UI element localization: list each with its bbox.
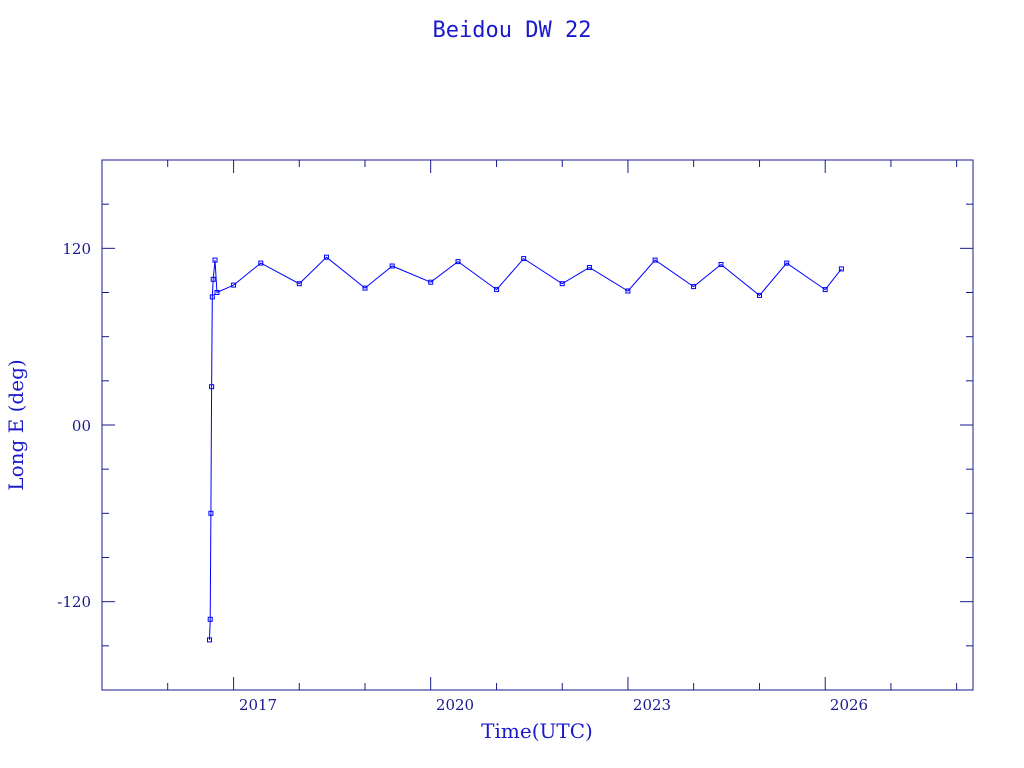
y-tick-label: 00	[72, 417, 91, 435]
data-point	[258, 260, 264, 266]
data-point	[494, 287, 500, 293]
plot-frame	[101, 159, 974, 691]
x-tick-label: 2020	[436, 696, 474, 714]
data-point	[208, 510, 214, 516]
data-point	[691, 284, 697, 290]
data-point	[324, 254, 329, 260]
data-point	[210, 276, 216, 282]
y-axis-label: Long E (deg)	[4, 359, 28, 490]
data-point	[784, 260, 790, 266]
data-point	[428, 279, 434, 285]
x-axis-label: Time(UTC)	[481, 719, 593, 743]
data-point	[521, 256, 527, 262]
y-tick-label: -120	[57, 593, 91, 611]
data-point	[718, 262, 724, 267]
data-point	[209, 384, 215, 390]
data-point	[207, 637, 212, 643]
data-point	[586, 265, 592, 270]
data-point	[296, 281, 302, 287]
data-point	[212, 257, 218, 263]
data-point	[231, 282, 237, 288]
series-line	[209, 256, 842, 640]
data-point	[757, 292, 762, 298]
data-point	[214, 290, 220, 295]
chart-title: Beidou DW 22	[433, 18, 592, 43]
data-point	[209, 294, 215, 300]
series-longitude	[207, 254, 844, 643]
data-point	[838, 266, 844, 272]
data-point	[625, 288, 631, 294]
x-tick-label: 2017	[239, 696, 277, 714]
data-point	[389, 263, 395, 269]
data-point	[822, 287, 828, 293]
x-tick-label: 2023	[633, 696, 671, 714]
data-point	[652, 257, 658, 263]
data-point	[455, 259, 461, 265]
x-tick-label: 2026	[830, 696, 868, 714]
data-point	[207, 616, 213, 622]
y-tick-label: 120	[62, 240, 91, 258]
y-axis-tick-labels: 120 00 -120	[57, 240, 91, 611]
x-axis-tick-labels: 2017 2020 2023 2026	[239, 696, 868, 714]
data-point	[559, 281, 565, 287]
data-point	[362, 285, 368, 291]
axis-ticks	[102, 160, 973, 690]
